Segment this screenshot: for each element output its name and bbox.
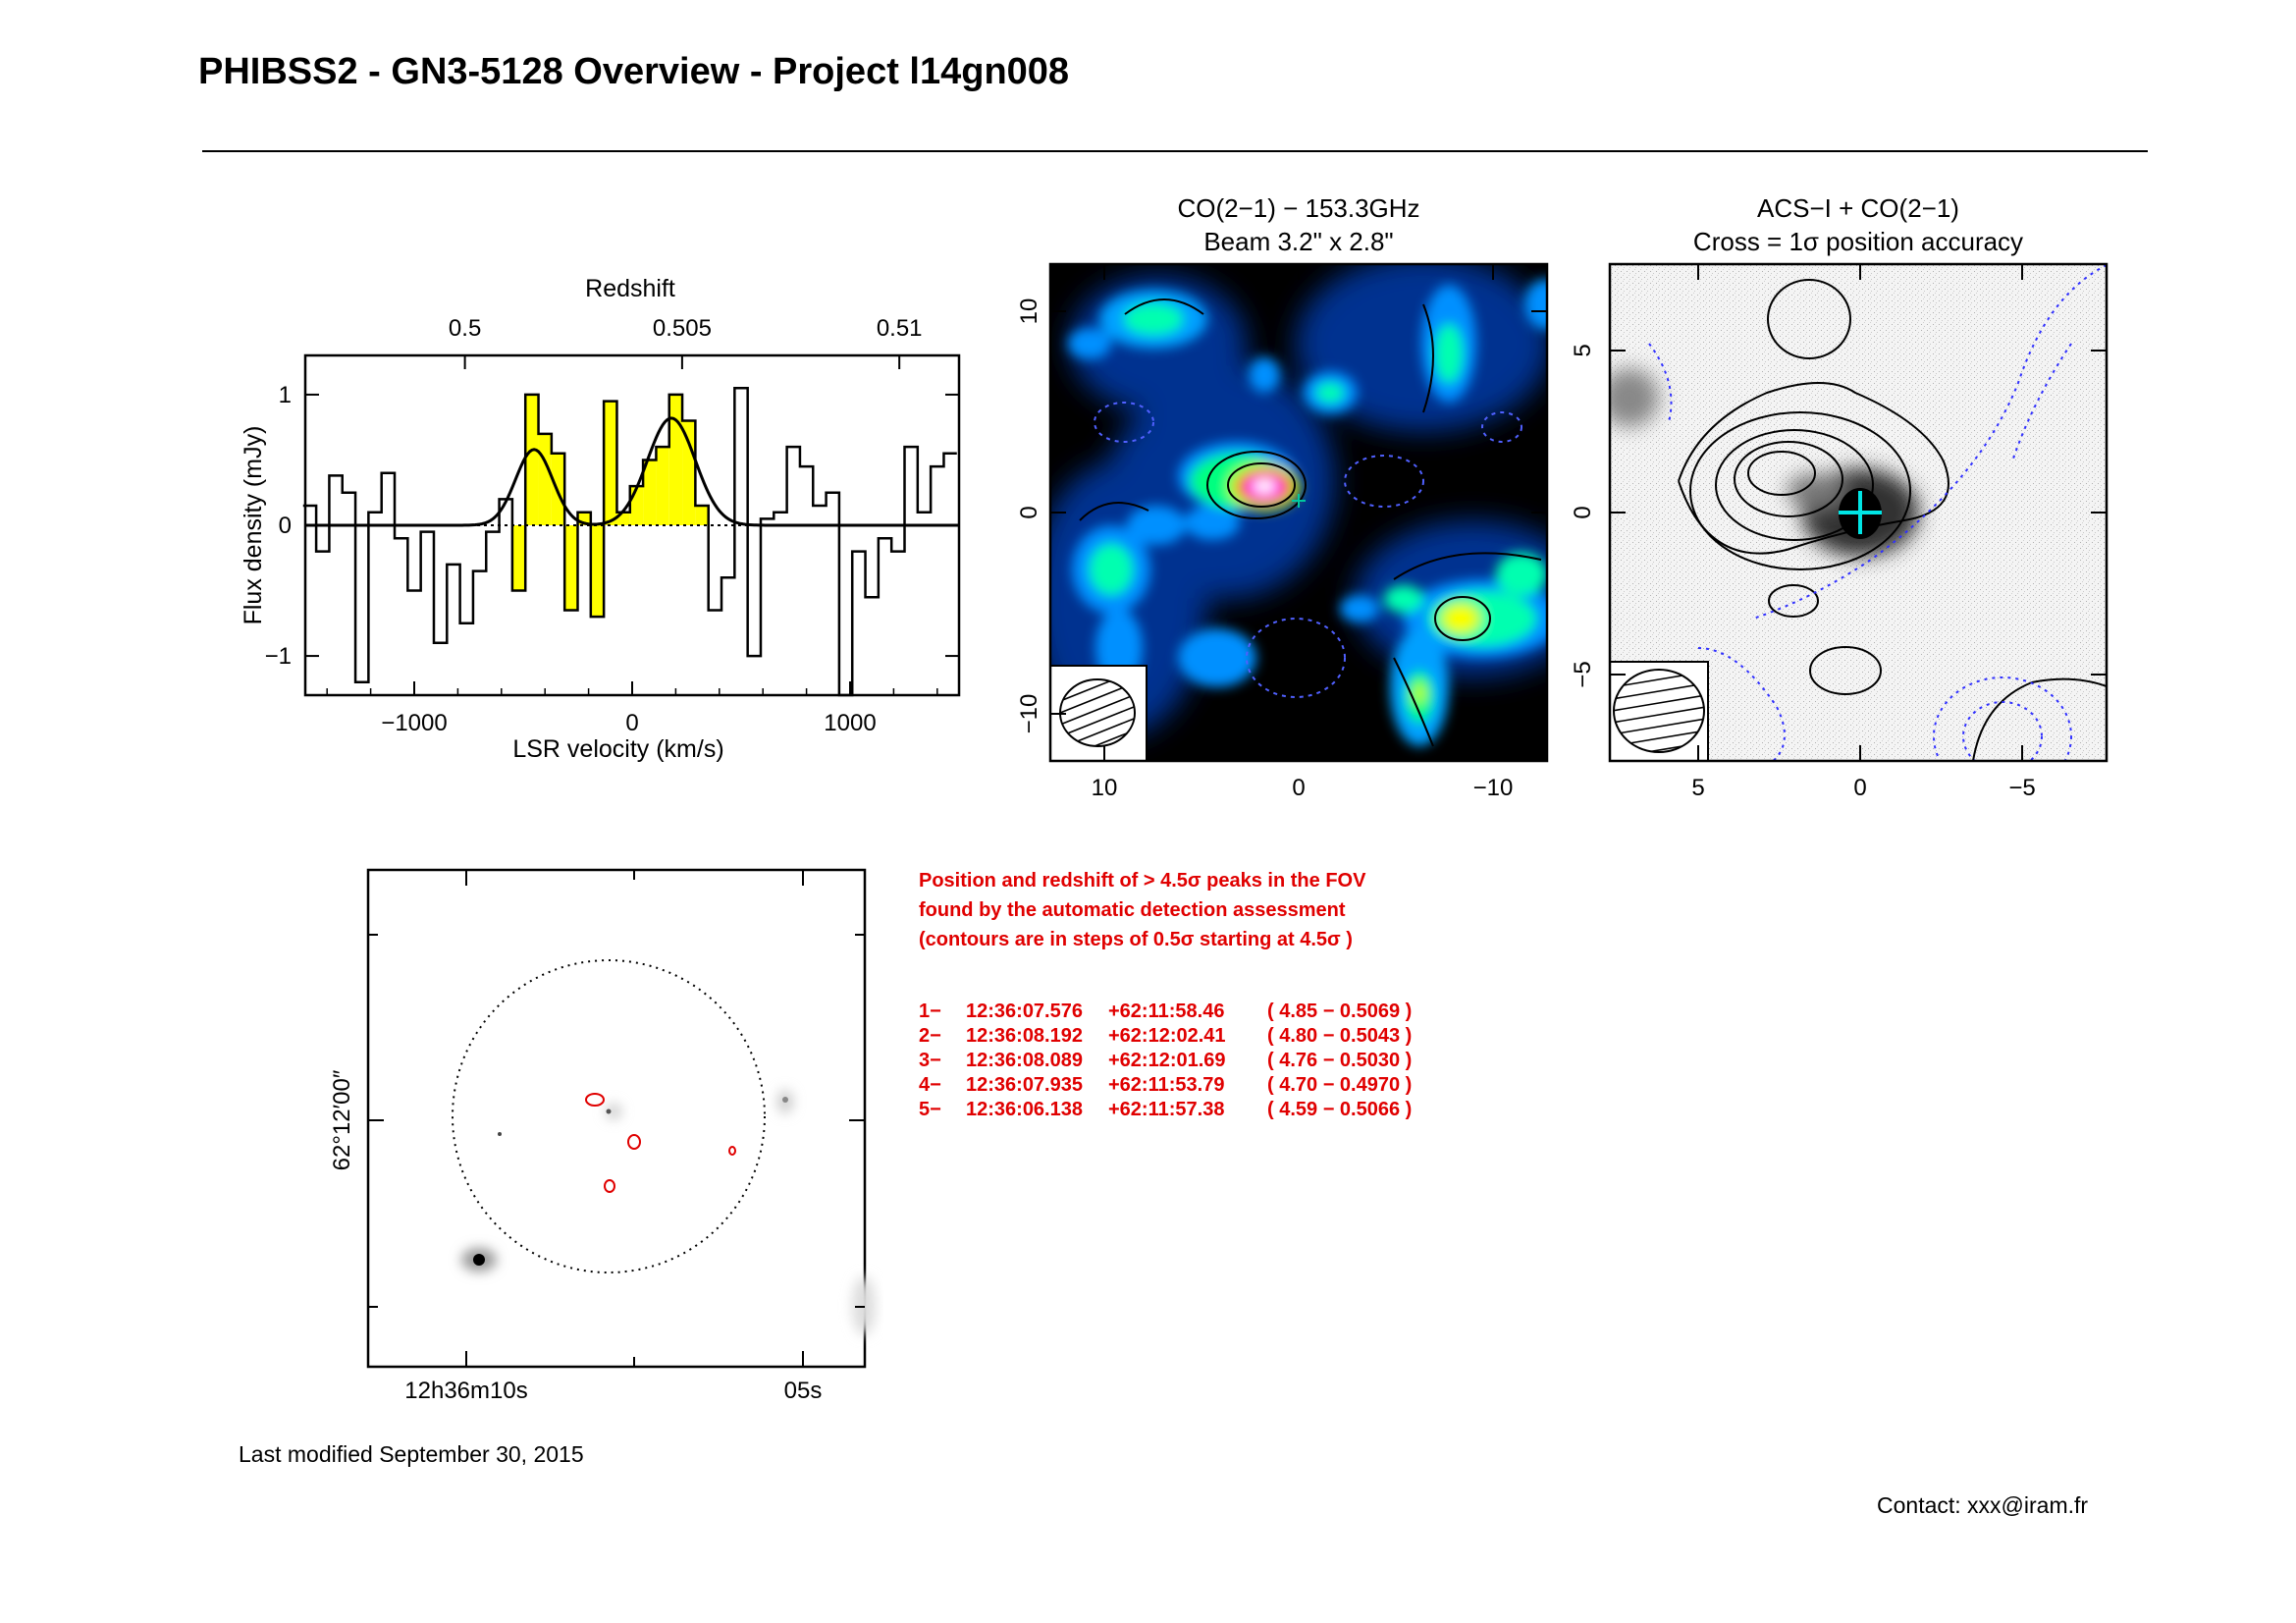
- position-cross-icon: [1292, 494, 1306, 508]
- page-title: PHIBSS2 - GN3-5128 Overview - Project l1…: [198, 51, 1070, 92]
- note-line: Position and redshift of > 4.5σ peaks in…: [919, 870, 1366, 892]
- x-tick-label: −10: [1473, 775, 1514, 801]
- co-intensity-map: [1050, 264, 1547, 761]
- peak-ra: 12:36:07.935: [966, 1074, 1083, 1096]
- x-tick-label: 0: [1292, 775, 1305, 801]
- peak-snr-redshift: ( 4.59 − 0.5066 ): [1267, 1099, 1413, 1120]
- highlighted-channel: [643, 460, 657, 525]
- peak-id: 2−: [919, 1025, 941, 1047]
- peak-id: 1−: [919, 1001, 941, 1022]
- top-axis-label: Redshift: [585, 275, 675, 302]
- peak-id: 3−: [919, 1050, 941, 1071]
- spectrum-histogram: [302, 387, 957, 697]
- peak-dec: +62:12:01.69: [1108, 1050, 1226, 1071]
- peak-row: 3− 12:36:08.089 +62:12:01.69 ( 4.76 − 0.…: [919, 1049, 1412, 1073]
- peak-ra: 12:36:06.138: [966, 1099, 1083, 1120]
- gaussian-fit-line: [305, 416, 959, 527]
- peak-dec: +62:11:57.38: [1108, 1099, 1225, 1120]
- highlighted-channel: [668, 394, 683, 525]
- acs-overlay-chart: ACS−I + CO(2−1) Cross = 1σ position accu…: [1570, 193, 2109, 801]
- field-image-chart: 62°12′00″ 12h36m10s 05s: [329, 868, 876, 1404]
- note-line: (contours are in steps of 0.5σ starting …: [919, 929, 1353, 950]
- x-tick-label: 0: [1853, 775, 1866, 801]
- title-divider: [202, 150, 2148, 152]
- y-tick-label: 10: [1016, 298, 1042, 325]
- x-tick-label: 05s: [784, 1378, 823, 1404]
- peak-ra: 12:36:08.192: [966, 1025, 1083, 1047]
- y-tick-label: −1: [265, 643, 292, 670]
- y-tick-label: 0: [1570, 506, 1596, 518]
- spectrum-chart: Redshift −1000 0 1000 −1 0 1 0.5 0.505 0.51 LSR …: [240, 275, 961, 763]
- x-tick-label: −5: [2008, 775, 2035, 801]
- peak-row: 1− 12:36:07.576 +62:11:58.46 ( 4.85 − 0.…: [919, 1000, 1412, 1024]
- detection-contours: [585, 1093, 736, 1193]
- y-tick-label: 0: [279, 513, 292, 539]
- peak-ra: 12:36:08.089: [966, 1050, 1083, 1071]
- top-tick-label: 0.505: [653, 315, 712, 342]
- x-tick-label: 1000: [824, 710, 876, 736]
- peak-snr-redshift: ( 4.80 − 0.5043 ): [1267, 1025, 1413, 1047]
- highlighted-channel: [511, 525, 526, 591]
- note-line: found by the automatic detection assessm…: [919, 899, 1346, 921]
- detection-notes: Position and redshift of > 4.5σ peaks in…: [919, 866, 1365, 954]
- last-modified: Last modified September 30, 2015: [239, 1441, 584, 1467]
- y-tick-label: 62°12′00″: [329, 1069, 355, 1170]
- y-tick-label: 5: [1570, 344, 1596, 356]
- co-map-chart: CO(2−1) − 153.3GHz Beam 3.2" x 2.8": [1016, 193, 1549, 801]
- highlighted-channel: [656, 447, 669, 525]
- peak-row: 2− 12:36:08.192 +62:12:02.41 ( 4.80 − 0.…: [919, 1024, 1412, 1049]
- y-axis-label: Flux density (mJy): [240, 426, 267, 625]
- y-tick-label: 0: [1016, 506, 1042, 518]
- co-map-subtitle: Beam 3.2" x 2.8": [1203, 227, 1393, 256]
- y-tick-label: 1: [279, 382, 292, 408]
- peak-id: 5−: [919, 1099, 941, 1120]
- acs-title: ACS−I + CO(2−1): [1757, 193, 1959, 223]
- acs-subtitle: Cross = 1σ position accuracy: [1693, 227, 2023, 256]
- highlighted-channel: [525, 394, 539, 525]
- x-tick-label: 5: [1691, 775, 1704, 801]
- highlighted-channel: [564, 525, 578, 611]
- peak-snr-redshift: ( 4.76 − 0.5030 ): [1267, 1050, 1413, 1071]
- beam-inset: [1050, 665, 1148, 761]
- x-axis-label: LSR velocity (km/s): [512, 735, 723, 763]
- y-tick-label: −5: [1570, 661, 1596, 687]
- highlighted-channel: [695, 506, 709, 525]
- field-of-view-circle: [452, 959, 766, 1273]
- co-map-title: CO(2−1) − 153.3GHz: [1177, 193, 1419, 223]
- x-tick-label: 0: [625, 710, 638, 736]
- highlighted-channel: [682, 420, 696, 525]
- x-tick-label: 12h36m10s: [404, 1378, 527, 1404]
- peak-dec: +62:11:53.79: [1108, 1074, 1225, 1096]
- peak-list: 1− 12:36:07.576 +62:11:58.46 ( 4.85 − 0.…: [919, 1000, 1412, 1122]
- peak-row: 4− 12:36:07.935 +62:11:53.79 ( 4.70 − 0.…: [919, 1073, 1412, 1098]
- top-tick-label: 0.5: [449, 315, 481, 342]
- peak-dec: +62:12:02.41: [1108, 1025, 1226, 1047]
- x-tick-label: −1000: [381, 710, 447, 736]
- acs-image: [1610, 264, 2107, 761]
- position-cross-icon: [1839, 491, 1882, 534]
- highlighted-channel: [604, 401, 617, 525]
- top-tick-label: 0.51: [877, 315, 923, 342]
- peak-snr-redshift: ( 4.70 − 0.4970 ): [1267, 1074, 1413, 1096]
- highlighted-channel: [629, 486, 644, 525]
- highlighted-channel: [590, 525, 605, 618]
- x-tick-label: 10: [1092, 775, 1118, 801]
- beam-inset: [1610, 661, 1709, 761]
- highlighted-channel: [538, 433, 552, 525]
- peak-id: 4−: [919, 1074, 941, 1096]
- peak-row: 5− 12:36:06.138 +62:11:57.38 ( 4.59 − 0.…: [919, 1098, 1412, 1122]
- peak-dec: +62:11:58.46: [1108, 1001, 1225, 1022]
- y-tick-label: −10: [1016, 694, 1042, 734]
- peak-ra: 12:36:07.576: [966, 1001, 1083, 1022]
- peak-snr-redshift: ( 4.85 − 0.5069 ): [1267, 1001, 1413, 1022]
- contact-line: Contact: xxx@iram.fr: [1877, 1492, 2089, 1518]
